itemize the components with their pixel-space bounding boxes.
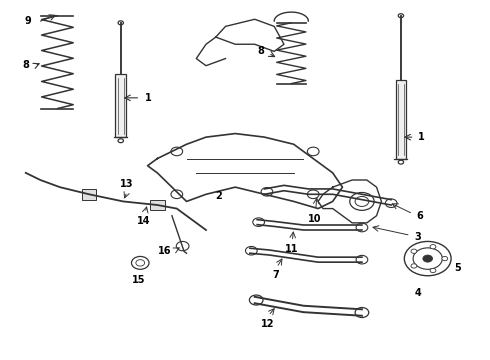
Text: 11: 11 <box>285 244 298 254</box>
Text: 1: 1 <box>145 93 152 103</box>
Bar <box>82 189 97 200</box>
Bar <box>150 200 165 210</box>
Circle shape <box>442 256 448 261</box>
Text: 8: 8 <box>258 46 265 56</box>
Text: 4: 4 <box>415 288 421 297</box>
Text: 15: 15 <box>132 275 146 285</box>
Circle shape <box>423 255 433 262</box>
Text: 3: 3 <box>414 232 421 242</box>
Circle shape <box>411 249 417 253</box>
Text: 5: 5 <box>455 262 461 273</box>
Text: 10: 10 <box>308 214 321 224</box>
Circle shape <box>411 264 417 268</box>
Text: 1: 1 <box>418 132 425 142</box>
Text: 16: 16 <box>158 247 172 256</box>
Text: 13: 13 <box>121 179 134 189</box>
FancyBboxPatch shape <box>116 74 126 137</box>
Text: 14: 14 <box>137 216 151 226</box>
Text: 7: 7 <box>272 270 279 280</box>
Text: 8: 8 <box>23 60 30 70</box>
Text: 6: 6 <box>416 211 423 221</box>
Text: 2: 2 <box>215 191 221 201</box>
Text: 9: 9 <box>25 16 31 26</box>
Circle shape <box>430 244 436 249</box>
Circle shape <box>430 268 436 273</box>
FancyBboxPatch shape <box>395 80 406 158</box>
Text: 12: 12 <box>261 319 274 329</box>
